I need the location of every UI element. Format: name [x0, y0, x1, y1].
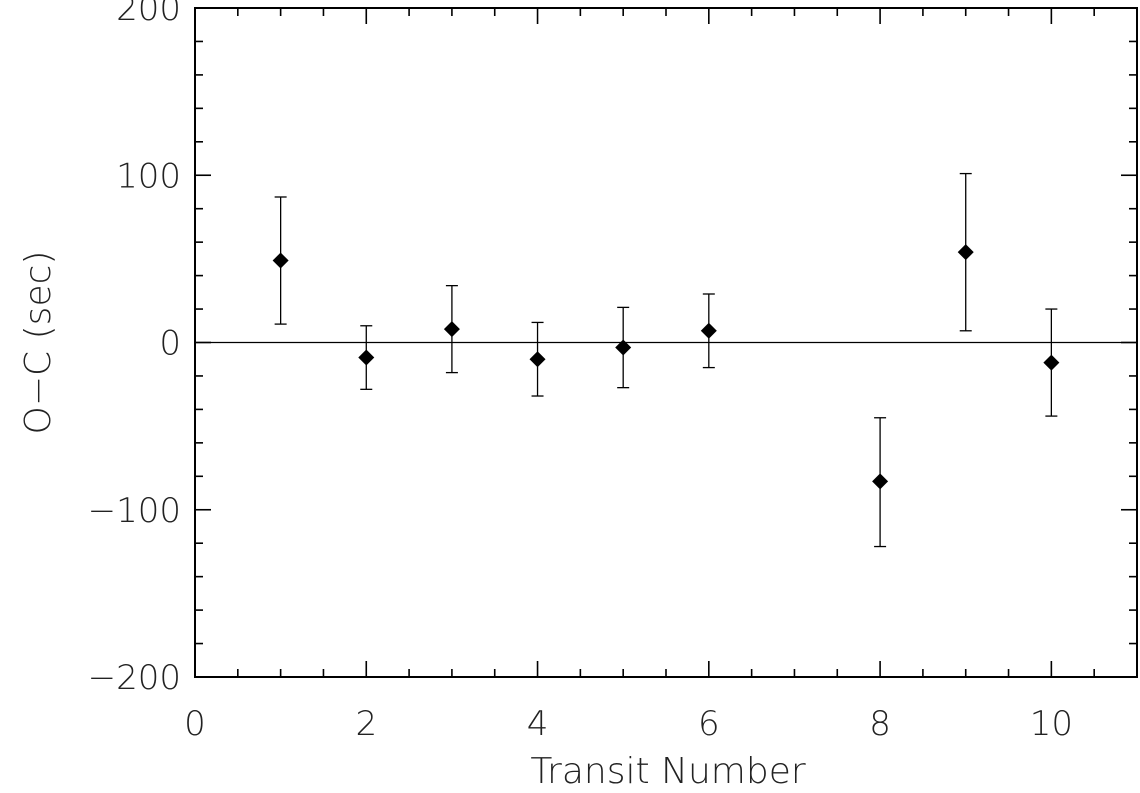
x-tick-label: 10 [1030, 704, 1073, 744]
x-tick-labels: 0 2 4 6 8 10 [184, 704, 1073, 744]
y-tick-label: 0 [159, 324, 181, 364]
x-axis-label: Transit Number [530, 751, 806, 792]
x-tick-label: 0 [184, 704, 206, 744]
error-bars [274, 172, 1058, 548]
x-tick-label: 2 [355, 704, 377, 744]
data-point-diamond [1043, 354, 1060, 371]
x-tick-label: 8 [869, 704, 891, 744]
y-tick-labels: −200 −100 0 100 200 [88, 0, 181, 698]
y-tick-label: −100 [88, 491, 181, 531]
data-point-diamond [700, 322, 717, 339]
y-tick-label: −200 [88, 658, 181, 698]
minor-ticks [195, 8, 1138, 677]
x-tick-label: 4 [527, 704, 549, 744]
plot-frame [194, 7, 1138, 678]
data-point-diamond [358, 349, 375, 366]
data-points [272, 244, 1060, 490]
y-tick-label: 100 [116, 156, 181, 196]
y-tick-label: 200 [116, 0, 181, 29]
y-axis-label: O−C (sec) [18, 251, 59, 435]
data-point-diamond [272, 252, 289, 269]
x-tick-label: 6 [698, 704, 720, 744]
data-point-diamond [957, 244, 974, 261]
data-point-diamond [872, 473, 889, 490]
data-point-diamond [615, 339, 632, 356]
data-point-diamond [443, 321, 460, 338]
data-point-diamond [529, 351, 546, 368]
